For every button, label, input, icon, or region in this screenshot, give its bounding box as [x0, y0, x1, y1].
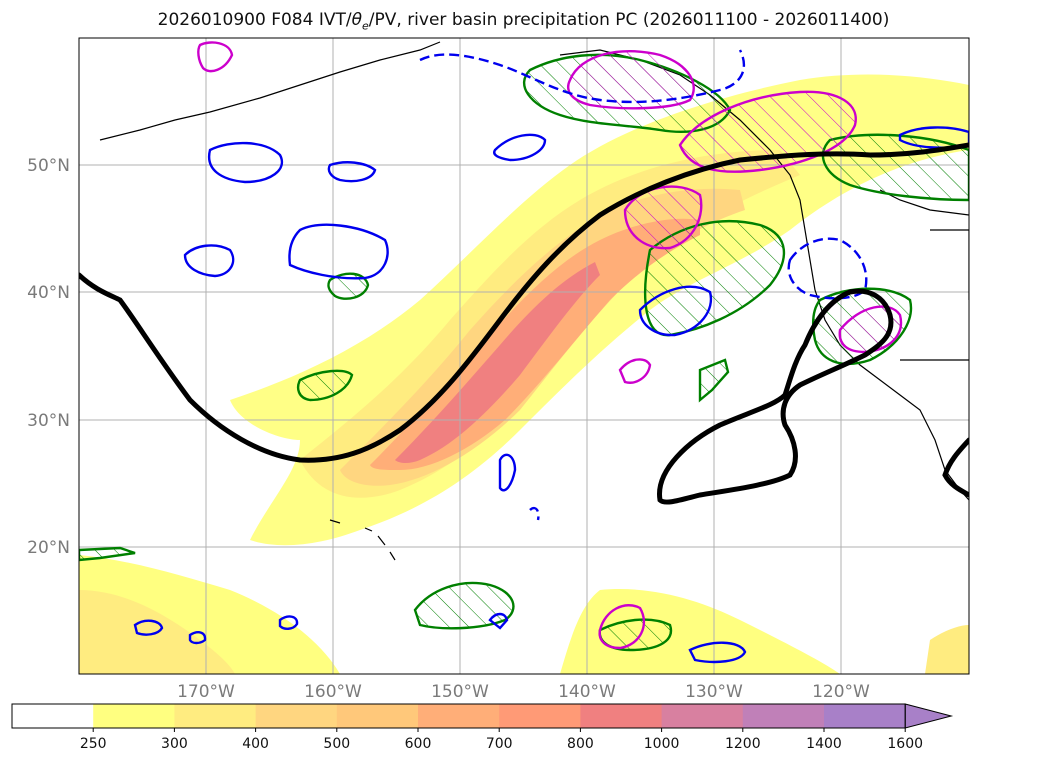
lon-label-140w: 140°W: [558, 682, 616, 702]
colorbar-segment: [255, 704, 338, 728]
longitude-labels: 170°W 160°W 150°W 140°W 130°W 120°W: [177, 682, 870, 702]
title-theta-subscript: e: [362, 19, 369, 33]
colorbar-segment: [12, 704, 94, 728]
colorbar-segment: [336, 704, 419, 728]
figure-title: 2026010900 F084 IVT/θe/PV, river basin p…: [0, 10, 1047, 32]
colorbar-tick-label: 1200: [725, 736, 761, 752]
colorbar-tick-label: 600: [405, 736, 432, 752]
colorbar-segment: [580, 704, 663, 728]
title-prefix: 2026010900 F084 IVT/: [157, 10, 352, 30]
theta-e-contour: [79, 142, 969, 505]
colorbar-tick-label: 700: [486, 736, 513, 752]
colorbar-tick-label: 1600: [887, 736, 923, 752]
lat-label-30n: 30°N: [27, 411, 70, 431]
blue-contours: [133, 126, 969, 664]
colorbar-segment: [174, 704, 257, 728]
colorbar-tick-label: 1000: [644, 736, 680, 752]
colorbar-segment: [661, 704, 744, 728]
map-frame: [78, 37, 970, 675]
lon-label-120w: 120°W: [812, 682, 870, 702]
colorbar-extension: [904, 703, 954, 729]
colorbar-labels: 250 300 400 500 600 700 800 1000 1200 1400 1600: [80, 736, 923, 752]
lon-label-150w: 150°W: [431, 682, 489, 702]
graticule: [79, 38, 969, 674]
blue-dashed-contours: [419, 49, 868, 521]
colorbar-tick-label: 1400: [806, 736, 842, 752]
colorbar-segment: [742, 704, 825, 728]
title-suffix: /PV, river basin precipitation PC (20260…: [368, 10, 890, 30]
colorbar-segment: [418, 704, 500, 728]
colorbar-tick-label: 250: [80, 736, 107, 752]
colorbar-segment: [824, 704, 906, 728]
colorbar-segment: [93, 704, 175, 728]
magenta-contours: [197, 41, 903, 650]
lon-label-130w: 130°W: [685, 682, 743, 702]
title-theta: θ: [351, 10, 362, 30]
colorbar: [11, 703, 954, 732]
colorbar-segment: [499, 704, 581, 728]
lat-label-40n: 40°N: [27, 283, 70, 303]
map-layers: [79, 38, 969, 674]
colorbar-tick-label: 500: [323, 736, 350, 752]
colorbar-tick-label: 400: [242, 736, 269, 752]
lat-label-50n: 50°N: [27, 156, 70, 176]
colorbar-tick-label: 800: [567, 736, 594, 752]
latitude-labels: 50°N 40°N 30°N 20°N: [27, 156, 70, 558]
lat-label-20n: 20°N: [27, 538, 70, 558]
colorbar-tick-label: 300: [161, 736, 188, 752]
lon-label-160w: 160°W: [304, 682, 362, 702]
lon-label-170w: 170°W: [177, 682, 235, 702]
colorbar-frame: [11, 703, 906, 729]
